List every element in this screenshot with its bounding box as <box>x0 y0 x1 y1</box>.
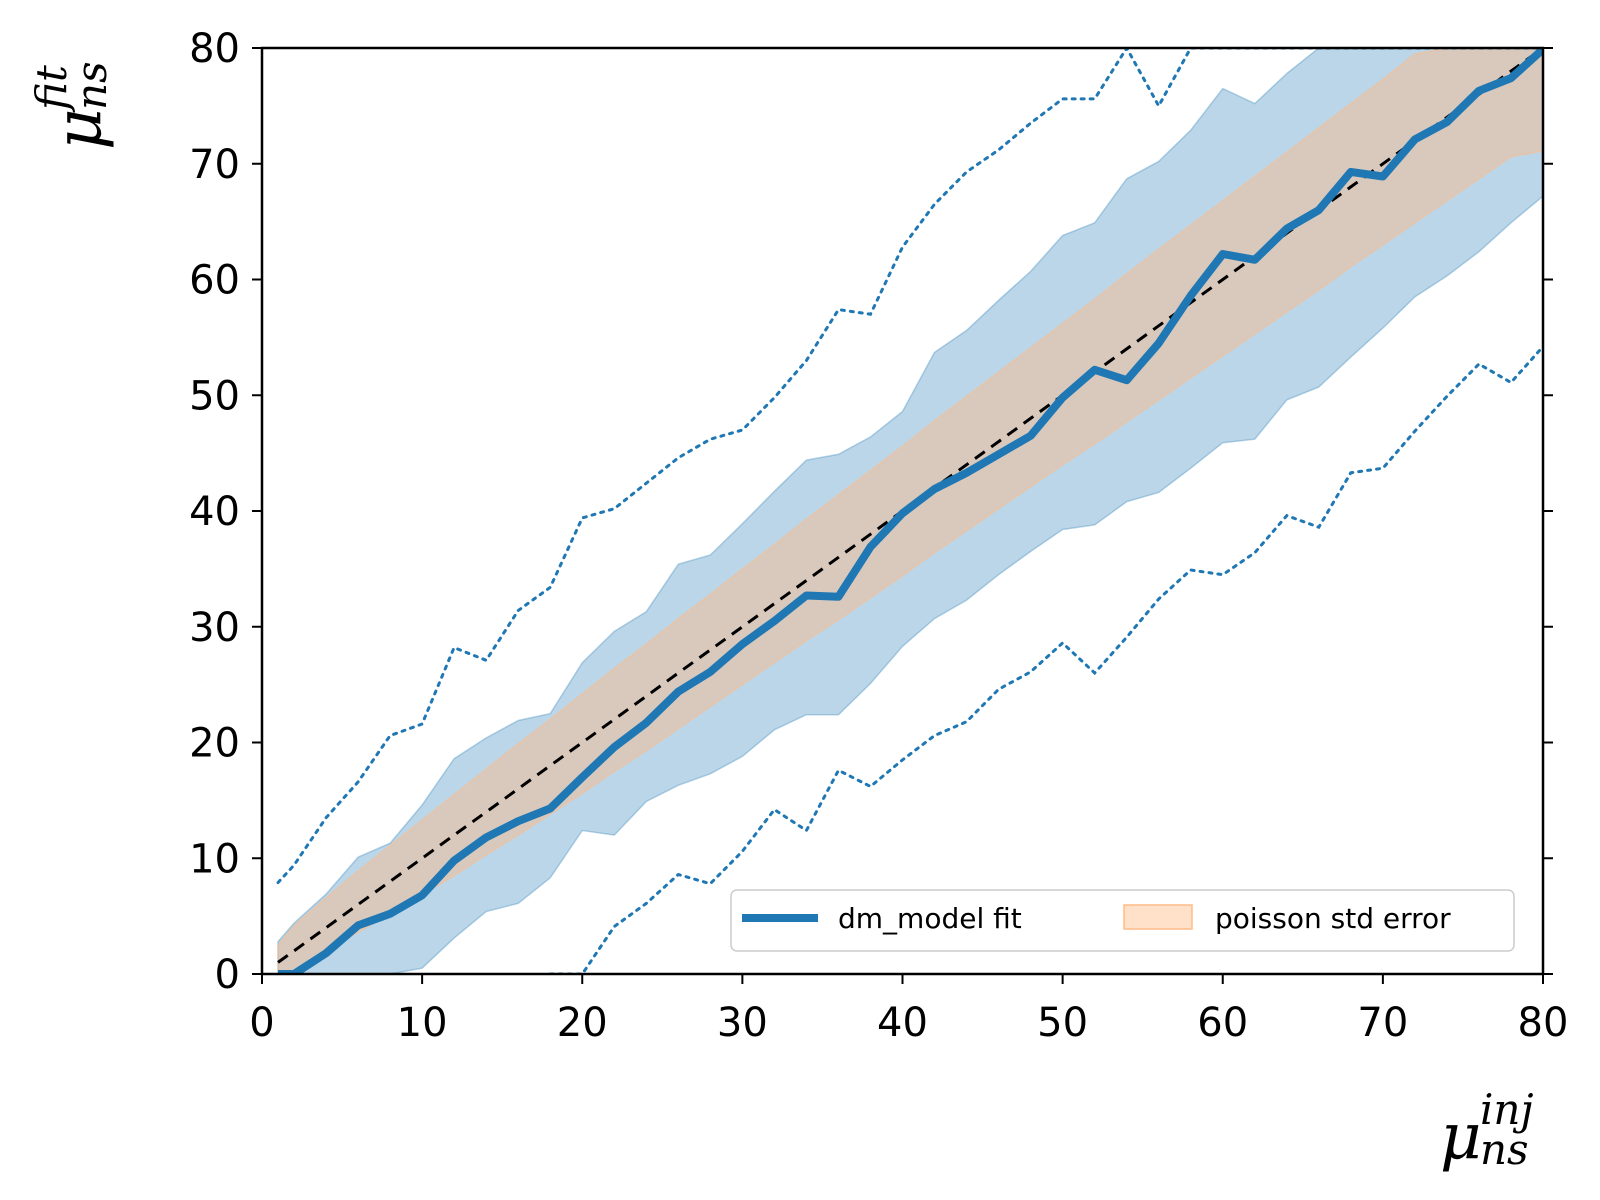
y-tick-label: 0 <box>215 952 240 998</box>
x-tick-label: 70 <box>1357 1000 1408 1046</box>
y-axis-label-symbol: μ <box>42 108 116 150</box>
x-tick-label: 10 <box>397 1000 448 1046</box>
x-tick-label: 60 <box>1197 1000 1248 1046</box>
legend: dm_model fit poisson std error <box>730 889 1515 952</box>
y-tick-label: 50 <box>189 373 240 419</box>
legend-fit-label: dm_model fit <box>838 902 1022 935</box>
y-tick-label: 60 <box>189 258 240 304</box>
x-tick-label: 30 <box>717 1000 768 1046</box>
x-tick-label: 0 <box>249 1000 274 1046</box>
fit-line <box>278 48 1543 974</box>
y-tick-label: 40 <box>189 489 240 535</box>
legend-poisson-label: poisson std error <box>1215 902 1451 935</box>
y-tick-label: 70 <box>189 142 240 188</box>
y-tick-label: 20 <box>189 721 240 767</box>
x-tick-label: 80 <box>1518 1000 1569 1046</box>
y-axis-label-subscript: ns <box>67 61 116 110</box>
x-tick-label: 20 <box>557 1000 608 1046</box>
x-axis-label-subscript: ns <box>1480 1125 1529 1174</box>
y-axis-label-superscript: fit <box>27 65 76 113</box>
legend-box <box>730 889 1515 952</box>
x-axis-label-superscript: inj <box>1480 1085 1534 1134</box>
x-tick-label: 50 <box>1037 1000 1088 1046</box>
dotted-lower-line <box>548 345 1543 974</box>
plot-area <box>276 48 1543 974</box>
y-tick-label: 10 <box>189 836 240 882</box>
y-tick-label: 80 <box>189 26 240 72</box>
axes: 00 10 10 20 20 30 30 40 40 50 50 60 60 70 70 80 80 <box>189 26 1568 1046</box>
legend-poisson-swatch <box>1123 904 1193 930</box>
x-axis-label-symbol: μ <box>1440 1100 1482 1174</box>
dotted-upper-line <box>276 48 1543 885</box>
x-tick-label: 40 <box>877 1000 928 1046</box>
y-tick-label: 30 <box>189 605 240 651</box>
